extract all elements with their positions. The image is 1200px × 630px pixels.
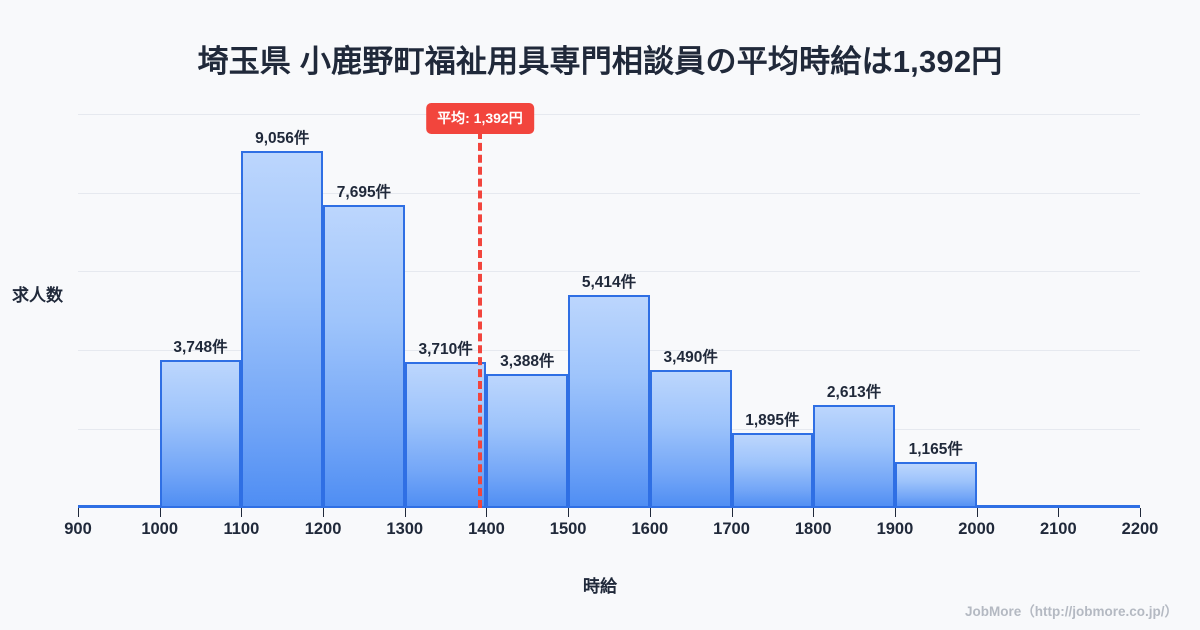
gridline [78,192,1140,194]
bar-value-label: 3,710件 [418,340,473,358]
x-axis-tick-label: 2100 [1039,520,1077,538]
x-axis-tick [241,508,243,517]
page-title: 埼玉県 小鹿野町福祉用具専門相談員の平均時給は1,392円 [197,44,1003,79]
gridline [78,271,1140,273]
x-axis-tick-label: 2200 [1121,520,1159,538]
x-axis-tick [486,508,488,517]
bar-value-label: 9,056件 [255,129,310,147]
axis-baseline [78,506,1140,508]
x-axis-tick-label: 1400 [468,520,505,538]
bar-series: 3,748件 9,056件 7,695件 3,710件 3,388件 5,414件 3,49… [78,98,1140,508]
x-axis-tick-label: 1800 [794,520,832,538]
x-axis-tick [976,508,978,517]
x-axis-tick-label: 900 [64,520,92,538]
bar-value-label: 1,895件 [745,412,800,430]
bar-value-label: 7,695件 [336,183,392,201]
x-axis-tick-label: 2000 [958,520,995,538]
bar[interactable] [568,294,650,508]
x-axis-tick [404,508,406,517]
y-axis-title: 求人数 [12,286,63,305]
bar-value-label: 3,388件 [500,353,555,371]
x-axis-tick-label: 1900 [876,520,914,538]
bar[interactable] [486,374,569,508]
average-line [477,131,482,508]
x-axis-tick-label: 1300 [386,520,424,538]
x-axis-tick [159,508,161,517]
bar[interactable] [241,151,324,508]
x-axis-tick [649,508,651,517]
bar[interactable] [649,370,732,508]
gridline [78,113,1140,115]
bar[interactable] [731,433,814,508]
bar-value-label: 3,748件 [173,339,228,357]
x-axis: 900 1000 1100 1200 1300 1400 1500 1600 1700 1800 1… [64,508,1158,548]
x-axis-tick [568,508,570,517]
x-axis-tick [323,508,325,517]
x-axis-tick-label: 1700 [713,520,750,538]
bar-value-label: 2,613件 [826,383,882,401]
bar[interactable] [894,462,977,508]
x-axis-tick-label: 1600 [631,520,669,538]
x-axis-tick [1058,508,1060,517]
footer-credit: JobMore（http://jobmore.co.jp/） [965,604,1178,619]
bar[interactable] [404,361,487,508]
x-axis-tick [894,508,896,517]
x-axis-tick [78,508,79,517]
x-axis-tick [731,508,733,517]
x-axis-title: 時給 [583,577,617,596]
bar-value-label: 1,165件 [908,441,963,459]
bar-value-label: 3,490件 [663,349,718,367]
x-axis-tick-label: 1500 [549,520,587,538]
x-axis-tick [813,508,815,517]
x-axis-tick [1140,508,1141,517]
plot-area: 3,748件 9,056件 7,695件 3,710件 3,388件 5,414件 3,49… [78,98,1140,508]
bar[interactable] [159,360,242,508]
bar[interactable] [323,204,405,508]
x-axis-tick-label: 1000 [141,520,179,538]
x-axis-tick-label: 1100 [223,520,260,538]
bar[interactable] [813,405,895,508]
x-axis-tick-label: 1200 [304,520,342,538]
average-badge: 平均: 1,392円 [426,103,534,134]
bar-value-label: 5,414件 [581,273,637,291]
